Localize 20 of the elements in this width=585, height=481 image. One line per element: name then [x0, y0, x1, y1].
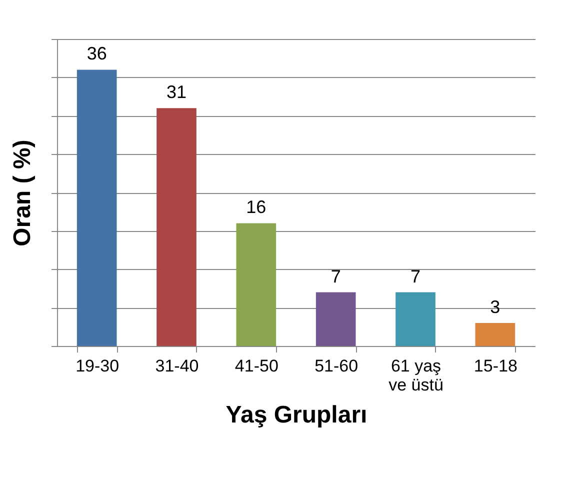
- bar: [236, 223, 276, 346]
- x-axis-title: Yaş Grupları: [226, 402, 368, 428]
- x-tick-label: 41-50: [234, 356, 278, 376]
- x-tick-label: 15-18: [474, 356, 518, 376]
- data-label: 16: [246, 197, 266, 218]
- data-label: 31: [166, 82, 187, 102]
- data-label: 7: [410, 266, 421, 286]
- data-label: 36: [86, 44, 107, 64]
- bar: [316, 292, 356, 346]
- x-tick-label: 31-40: [155, 356, 199, 376]
- bar: [396, 292, 436, 346]
- x-tick-label: 61 yaş ve üstü: [388, 356, 444, 394]
- data-label: 3: [490, 296, 500, 317]
- bar: [156, 108, 196, 346]
- y-axis-title: Oran ( %): [9, 140, 36, 246]
- bar: [76, 70, 117, 346]
- data-label: 7: [330, 266, 341, 286]
- x-tick-label: 51-60: [314, 356, 358, 376]
- x-tick-label: 19-30: [76, 356, 120, 376]
- bar: [475, 322, 516, 346]
